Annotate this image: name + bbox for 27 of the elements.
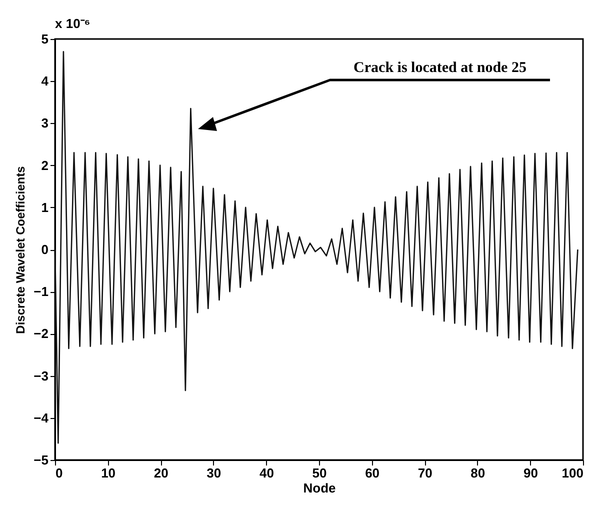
x-axis-title: Node	[303, 480, 336, 496]
y-tick-label: −3	[34, 368, 48, 384]
y-tick-label: −1	[34, 284, 48, 300]
y-tick-label: −5	[34, 452, 48, 468]
y-tick-label: 2	[41, 158, 48, 173]
x-tick-label: 60	[365, 466, 380, 480]
text: x 10⁻⁶	[55, 16, 90, 31]
x-tick-label: 30	[206, 466, 222, 480]
y-tick-label: 5	[41, 32, 48, 46]
x-tick-label: 50	[312, 466, 327, 480]
y-tick-label: −4	[34, 410, 50, 426]
line-series	[54, 50, 578, 444]
x-tick-label: 40	[259, 466, 274, 480]
x-tick-label: 80	[470, 466, 486, 480]
y-tick-label: 0	[41, 242, 48, 257]
annotation: Crack is located at node 25	[354, 60, 526, 76]
x-tick-label: 20	[154, 466, 168, 480]
x-tick-label: 100	[562, 466, 584, 480]
y-tick-label: 3	[41, 116, 48, 131]
y-tick-label: −2	[34, 326, 48, 342]
x-tick-label: 70	[418, 466, 432, 480]
y-tick-label: 1	[41, 200, 48, 215]
x-tick-label: 10	[101, 466, 116, 480]
y-axis-title: Discrete Wavelet Coefficients	[14, 166, 28, 334]
x-tick-label: 0	[56, 466, 63, 480]
x-tick-label: 90	[523, 466, 538, 480]
y-tick-label: 4	[41, 74, 50, 89]
